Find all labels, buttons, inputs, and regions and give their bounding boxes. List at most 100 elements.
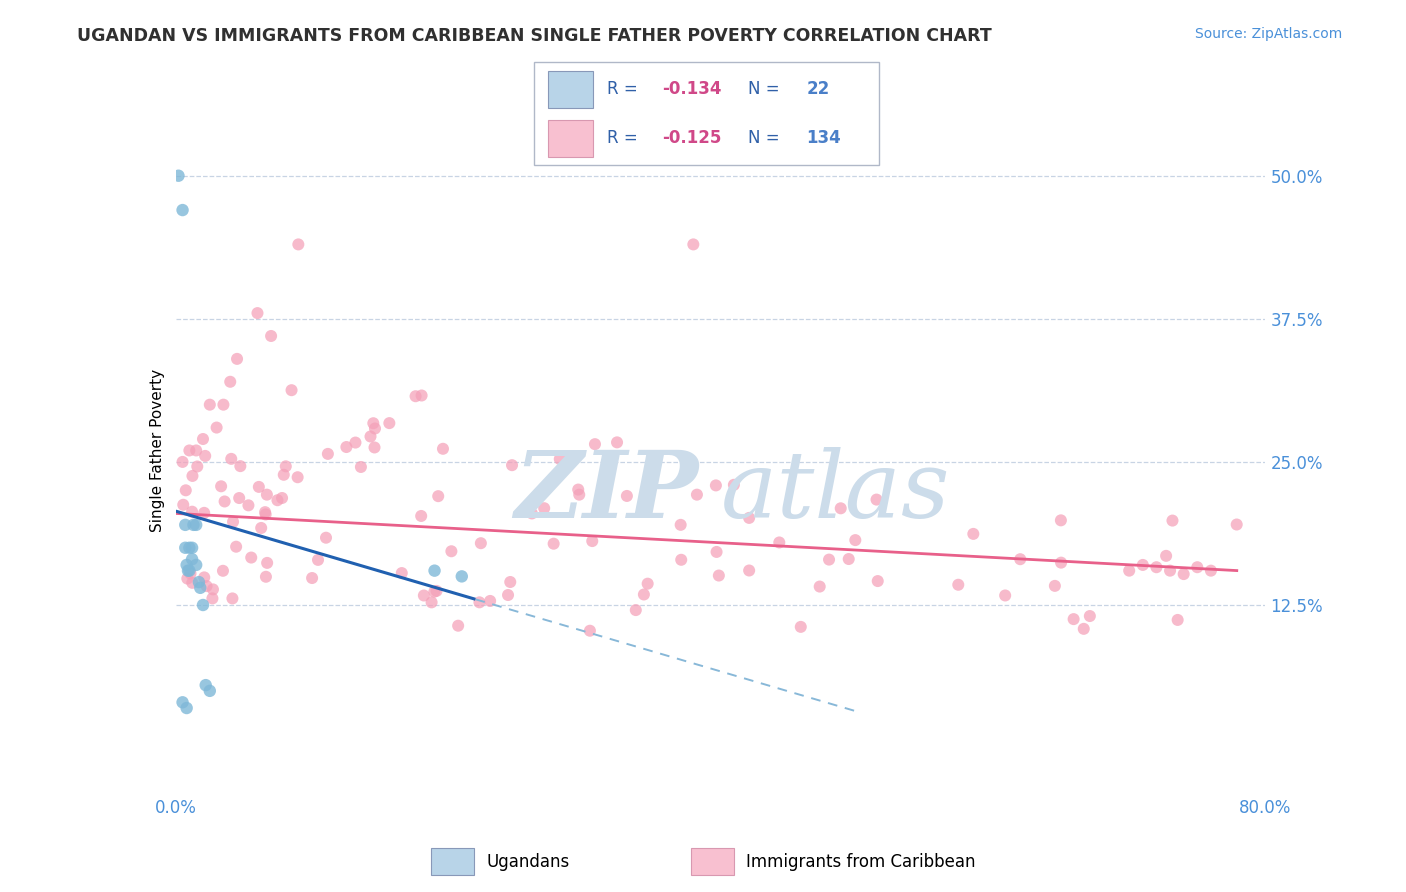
Point bbox=[1154, 549, 1177, 563]
Point bbox=[1173, 567, 1195, 582]
Point bbox=[830, 501, 852, 516]
Point bbox=[186, 558, 208, 572]
Point bbox=[219, 451, 242, 466]
Point bbox=[583, 437, 606, 451]
Point bbox=[1078, 609, 1101, 624]
Point bbox=[194, 678, 217, 692]
Point bbox=[624, 603, 647, 617]
Bar bbox=[430, 848, 474, 875]
Point bbox=[450, 569, 472, 583]
Point bbox=[194, 449, 217, 463]
Text: ZIP: ZIP bbox=[515, 447, 699, 537]
Point bbox=[179, 564, 201, 578]
Point bbox=[447, 618, 470, 632]
Point bbox=[240, 550, 263, 565]
Point bbox=[1050, 556, 1073, 570]
Point bbox=[179, 443, 201, 458]
Point bbox=[423, 584, 446, 599]
Point bbox=[543, 537, 565, 551]
Point bbox=[671, 553, 693, 567]
Point bbox=[866, 574, 889, 588]
Point bbox=[172, 455, 194, 469]
Point bbox=[363, 441, 385, 455]
Point bbox=[187, 575, 209, 590]
Point bbox=[198, 398, 221, 412]
Point bbox=[228, 491, 250, 505]
Point bbox=[256, 556, 278, 570]
Point bbox=[581, 534, 603, 549]
Point bbox=[266, 493, 288, 508]
Point bbox=[838, 552, 860, 566]
Point bbox=[568, 488, 591, 502]
Point bbox=[427, 489, 450, 503]
Point bbox=[335, 440, 357, 454]
Point bbox=[181, 469, 204, 483]
Point bbox=[790, 620, 813, 634]
Point bbox=[209, 479, 232, 493]
Point bbox=[948, 578, 970, 592]
Point bbox=[1132, 558, 1154, 572]
Point bbox=[172, 695, 194, 709]
Point bbox=[172, 498, 194, 512]
Point bbox=[176, 701, 198, 715]
Point bbox=[193, 570, 215, 584]
Point bbox=[254, 570, 277, 584]
Point bbox=[686, 488, 709, 502]
Point bbox=[499, 574, 522, 589]
Point bbox=[181, 552, 204, 566]
Point bbox=[808, 580, 831, 594]
Point bbox=[962, 527, 984, 541]
Point bbox=[818, 552, 841, 566]
Point bbox=[186, 443, 208, 458]
Point bbox=[280, 383, 302, 397]
Point bbox=[201, 582, 224, 597]
Point bbox=[1144, 560, 1167, 574]
Text: 134: 134 bbox=[807, 129, 841, 147]
Point bbox=[738, 511, 761, 525]
Point bbox=[274, 459, 297, 474]
Point bbox=[411, 388, 433, 402]
Point bbox=[201, 591, 224, 606]
Point bbox=[548, 452, 571, 467]
Point bbox=[191, 432, 214, 446]
Point bbox=[287, 470, 309, 484]
Point bbox=[172, 203, 194, 218]
Point bbox=[360, 429, 382, 443]
Point bbox=[271, 491, 294, 505]
Point bbox=[533, 501, 555, 516]
Text: UGANDAN VS IMMIGRANTS FROM CARIBBEAN SINGLE FATHER POVERTY CORRELATION CHART: UGANDAN VS IMMIGRANTS FROM CARIBBEAN SIN… bbox=[77, 27, 993, 45]
Point bbox=[179, 566, 201, 581]
Point bbox=[229, 459, 252, 474]
Point bbox=[1187, 560, 1209, 574]
Text: Immigrants from Caribbean: Immigrants from Caribbean bbox=[747, 853, 976, 871]
Point bbox=[254, 505, 277, 519]
Point bbox=[287, 237, 309, 252]
Point bbox=[706, 545, 728, 559]
Point bbox=[420, 595, 443, 609]
Point bbox=[177, 564, 200, 578]
Point bbox=[193, 506, 215, 520]
Point bbox=[205, 420, 228, 434]
Point bbox=[174, 541, 197, 555]
Point bbox=[219, 375, 242, 389]
Point bbox=[844, 533, 866, 548]
Point bbox=[363, 416, 385, 430]
Point bbox=[246, 306, 269, 320]
Point bbox=[865, 492, 887, 507]
Point bbox=[669, 517, 692, 532]
Point bbox=[176, 572, 198, 586]
Point bbox=[637, 576, 659, 591]
FancyBboxPatch shape bbox=[534, 62, 879, 165]
Point bbox=[723, 478, 745, 492]
Point bbox=[994, 589, 1017, 603]
Point bbox=[405, 389, 427, 403]
Point bbox=[432, 442, 454, 456]
Point bbox=[425, 583, 447, 598]
Point bbox=[378, 416, 401, 430]
Point bbox=[1226, 517, 1249, 532]
Text: Ugandans: Ugandans bbox=[486, 853, 569, 871]
Bar bbox=[690, 848, 734, 875]
Point bbox=[1159, 564, 1181, 578]
Point bbox=[186, 459, 208, 474]
Point bbox=[188, 581, 211, 595]
